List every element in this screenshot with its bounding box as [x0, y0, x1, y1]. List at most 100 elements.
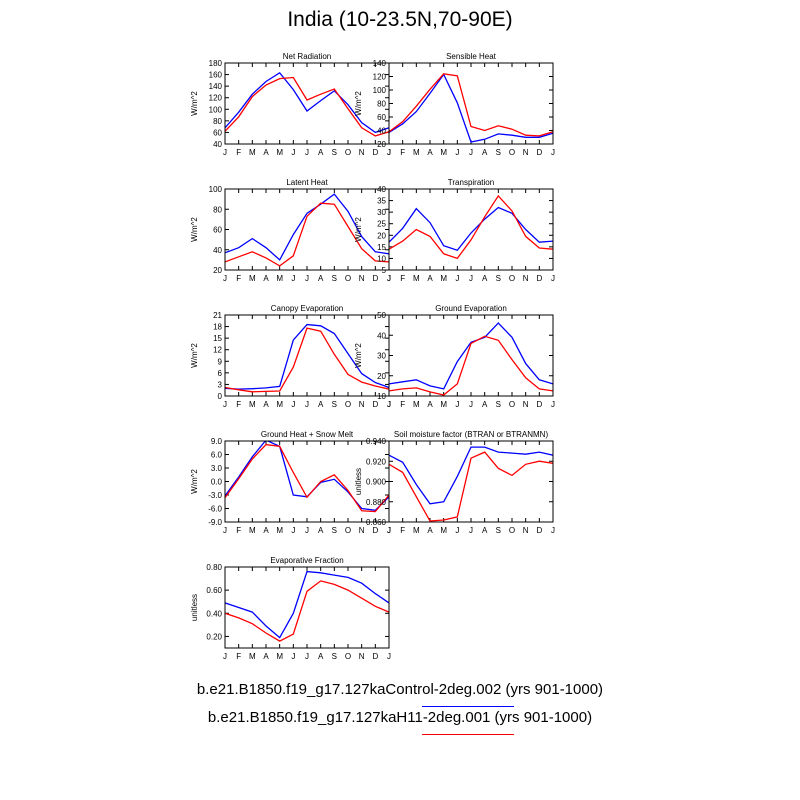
x-tick-label: J: [387, 274, 391, 283]
y-axis-label: W/m^2: [190, 217, 199, 242]
y-tick-label: 140: [373, 59, 387, 68]
x-tick-label: S: [496, 526, 501, 535]
y-tick-label: 40: [377, 127, 386, 136]
x-tick-label: M: [276, 526, 283, 535]
chart-panel-8: Evaporative Fraction unitless 0.20 0.40 0.60…: [190, 556, 391, 661]
series-line-2: [389, 451, 553, 522]
x-tick-label: A: [427, 274, 433, 283]
x-tick-label: A: [318, 274, 324, 283]
x-tick-label: J: [223, 652, 227, 661]
x-tick-label: O: [509, 526, 515, 535]
y-tick-label: 0.40: [206, 609, 222, 618]
series-line-2: [389, 194, 553, 260]
x-tick-label: A: [318, 400, 324, 409]
y-tick-label: 120: [209, 94, 223, 103]
y-tick-label: 20: [377, 231, 386, 240]
y-tick-label: 12: [213, 346, 222, 355]
x-tick-label: S: [332, 274, 337, 283]
x-tick-label: J: [223, 274, 227, 283]
x-tick-label: A: [263, 526, 269, 535]
x-tick-label: J: [469, 526, 473, 535]
x-tick-label: J: [469, 148, 473, 157]
x-tick-label: J: [387, 526, 391, 535]
panel-title: Latent Heat: [286, 178, 328, 187]
y-tick-label: 60: [213, 226, 222, 235]
series-line-2: [389, 335, 553, 396]
x-tick-label: F: [236, 526, 241, 535]
x-tick-label: F: [236, 274, 241, 283]
x-tick-label: J: [305, 526, 309, 535]
x-tick-label: A: [427, 400, 433, 409]
y-tick-label: 0.860: [366, 518, 387, 527]
y-tick-label: 0.60: [206, 586, 222, 595]
panel-title: Ground Heat + Snow Melt: [261, 430, 354, 439]
x-tick-label: J: [455, 400, 459, 409]
y-tick-label: 3.0: [211, 464, 223, 473]
x-tick-label: D: [536, 274, 542, 283]
x-tick-label: D: [372, 526, 378, 535]
page-title: India (10-23.5N,70-90E): [287, 8, 513, 31]
y-tick-label: 40: [213, 140, 222, 149]
y-tick-label: 5: [382, 266, 387, 275]
x-tick-label: A: [482, 526, 488, 535]
y-axis-label: W/m^2: [190, 343, 199, 368]
x-tick-label: J: [305, 400, 309, 409]
series-line-2: [225, 202, 389, 267]
y-tick-label: 20: [213, 266, 222, 275]
plot-frame: [388, 440, 554, 523]
x-tick-label: S: [496, 400, 501, 409]
x-tick-label: J: [223, 148, 227, 157]
legend-entry-series1: b.e21.B1850.f19_g17.127kaControl-2deg.00…: [196, 681, 604, 698]
x-tick-label: J: [387, 148, 391, 157]
x-tick-label: F: [400, 400, 405, 409]
x-tick-label: A: [263, 274, 269, 283]
series-line-1: [389, 206, 553, 252]
x-tick-label: J: [469, 400, 473, 409]
y-tick-label: 120: [373, 73, 387, 82]
y-tick-label: 160: [209, 71, 223, 80]
y-tick-label: 0.880: [366, 498, 387, 507]
series-line-1: [225, 570, 389, 639]
chart-panel-6: Ground Heat + Snow Melt W/m^2 -9.0 -6.0 -3.0…: [190, 430, 391, 535]
x-tick-label: M: [413, 400, 420, 409]
x-tick-label: A: [482, 148, 488, 157]
y-tick-label: 20: [377, 140, 386, 149]
x-tick-label: N: [523, 148, 529, 157]
x-tick-label: O: [345, 652, 351, 661]
x-tick-label: S: [496, 274, 501, 283]
y-axis-label: W/m^2: [190, 469, 199, 494]
plot-frame: [224, 188, 390, 271]
x-tick-label: M: [276, 652, 283, 661]
x-tick-label: J: [387, 148, 391, 157]
x-tick-label: D: [372, 400, 378, 409]
x-tick-label: A: [263, 148, 269, 157]
x-tick-label: J: [387, 400, 391, 409]
x-tick-label: M: [249, 652, 256, 661]
plot-frame: [224, 62, 390, 145]
panel-title: Evaporative Fraction: [270, 556, 343, 565]
series-line-2: [225, 443, 389, 513]
y-tick-label: 0.940: [366, 437, 387, 446]
x-tick-label: D: [536, 148, 542, 157]
plot-frame: [388, 188, 554, 271]
x-tick-label: M: [249, 148, 256, 157]
y-tick-label: -3.0: [208, 491, 222, 500]
y-tick-label: 25: [377, 220, 386, 229]
y-tick-label: 10: [377, 254, 386, 263]
y-tick-label: 3: [218, 380, 223, 389]
x-tick-label: J: [387, 274, 391, 283]
x-tick-label: O: [345, 400, 351, 409]
x-tick-label: F: [400, 526, 405, 535]
x-tick-label: S: [496, 148, 501, 157]
y-tick-label: 80: [213, 205, 222, 214]
y-tick-label: 15: [213, 334, 222, 343]
x-tick-label: M: [276, 274, 283, 283]
x-tick-label: M: [249, 526, 256, 535]
x-tick-label: M: [413, 274, 420, 283]
x-tick-label: J: [305, 148, 309, 157]
x-tick-label: A: [318, 148, 324, 157]
x-tick-label: O: [345, 526, 351, 535]
x-tick-label: J: [305, 274, 309, 283]
panel-title: Sensible Heat: [446, 52, 497, 61]
x-tick-label: O: [345, 274, 351, 283]
